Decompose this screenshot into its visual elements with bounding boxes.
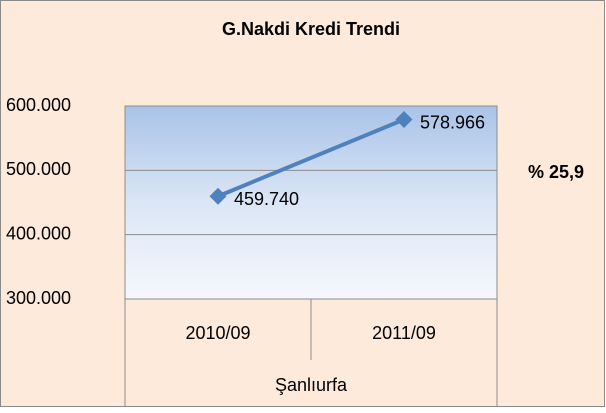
plot-area <box>124 105 498 300</box>
x-tick-label: 2011/09 <box>372 323 436 343</box>
data-label: 578.966 <box>420 112 485 132</box>
x-tick-label: 2010/09 <box>185 323 250 343</box>
chart-title: G.Nakdi Kredi Trendi <box>222 19 400 39</box>
y-tick-label: 500.000 <box>6 159 71 179</box>
y-tick-label: 600.000 <box>6 95 71 115</box>
marker <box>395 111 413 129</box>
marker <box>209 187 227 205</box>
data-label: 459.740 <box>234 189 299 209</box>
line <box>217 117 405 199</box>
group-label: Şanlıurfa <box>275 375 348 395</box>
y-tick-label: 300.000 <box>6 288 71 308</box>
annotation: % 25,9 <box>528 162 584 182</box>
y-tick-label: 400.000 <box>6 223 71 243</box>
